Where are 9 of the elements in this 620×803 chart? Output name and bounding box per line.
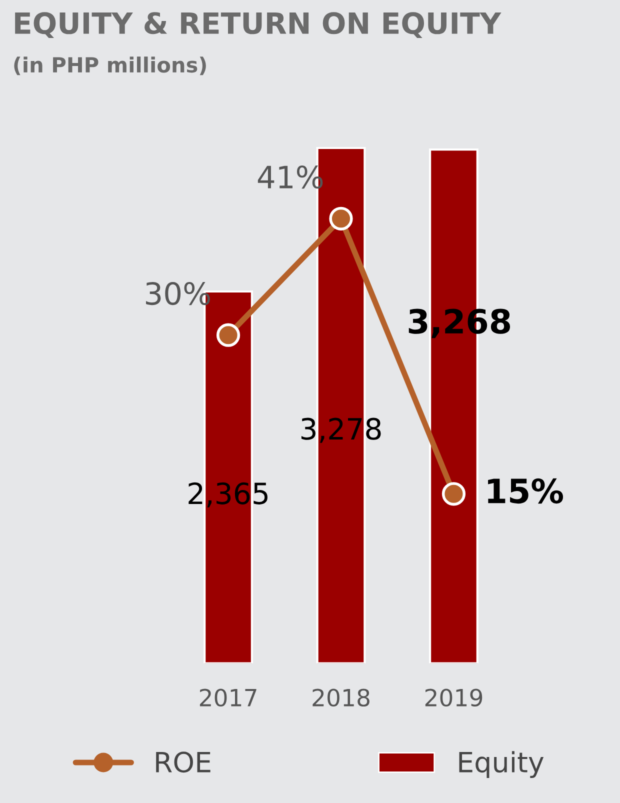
data-label: 30% — [146, 282, 210, 306]
x-tick-label: 2019 — [425, 688, 482, 707]
legend-label: Equity — [459, 751, 544, 778]
chart-title: EQUITY & RETURN ON EQUITY — [15, 12, 502, 38]
x-tick-label: 2017 — [200, 688, 256, 707]
data-label: 15% — [488, 478, 564, 504]
legend-label: ROE — [156, 752, 210, 773]
chart-subtitle: (in PHP millions) — [14, 56, 206, 76]
x-tick-label: 2018 — [312, 688, 370, 707]
